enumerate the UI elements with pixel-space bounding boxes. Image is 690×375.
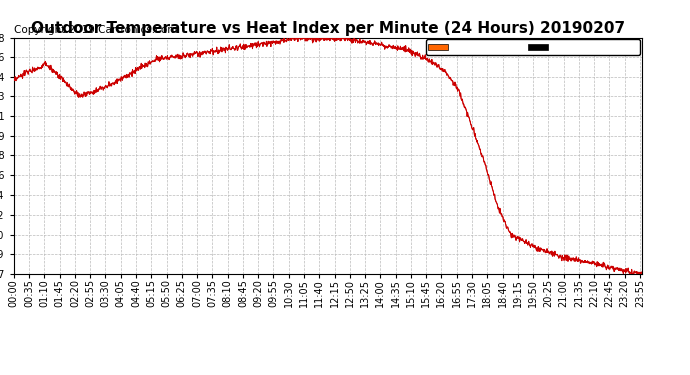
Title: Outdoor Temperature vs Heat Index per Minute (24 Hours) 20190207: Outdoor Temperature vs Heat Index per Mi… [30, 21, 625, 36]
Legend: Heat Index  (°F), Temperature  (°F): Heat Index (°F), Temperature (°F) [426, 39, 640, 55]
Text: Copyright 2019 Cartronics.com: Copyright 2019 Cartronics.com [14, 25, 177, 35]
